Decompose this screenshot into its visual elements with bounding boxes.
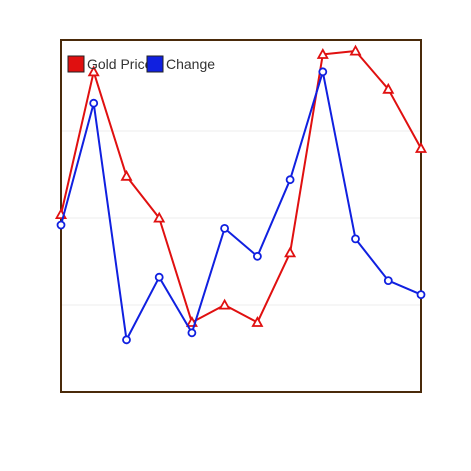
legend-label-change: Change (166, 56, 215, 72)
data-point-change-5 (187, 328, 197, 338)
data-point-change-6 (220, 223, 230, 233)
series-line-change (60, 70, 422, 341)
data-point-gold-price-3 (120, 169, 133, 181)
data-point-gold-price-11 (382, 82, 395, 94)
data-point-change-3 (122, 335, 131, 345)
data-point-gold-price-4 (153, 211, 166, 223)
data-point-gold-price-9 (316, 48, 329, 59)
data-point-change-9 (318, 67, 328, 77)
data-point-change-7 (252, 251, 262, 261)
series-line-gold-price (60, 50, 422, 324)
data-point-change-10 (351, 234, 360, 244)
legend: Gold Price Change (67, 55, 215, 73)
data-point-gold-price-12 (414, 142, 428, 153)
data-point-gold-price-8 (284, 246, 297, 258)
legend-swatch-change (146, 55, 164, 73)
data-point-gold-price-10 (349, 44, 362, 56)
data-point-change-11 (383, 276, 393, 286)
data-point-change-1 (56, 220, 66, 230)
data-point-change-2 (89, 98, 99, 108)
data-point-gold-price-2 (87, 65, 100, 77)
data-point-change-8 (285, 175, 295, 185)
legend-swatch-gold-price (67, 55, 85, 73)
series-layer (54, 44, 428, 345)
legend-label-gold-price: Gold Price (87, 56, 153, 72)
plot-area (60, 39, 422, 393)
data-point-gold-price-6 (218, 298, 231, 310)
data-point-change-12 (416, 290, 426, 300)
data-point-gold-price-7 (251, 316, 264, 327)
data-point-change-4 (154, 272, 164, 282)
